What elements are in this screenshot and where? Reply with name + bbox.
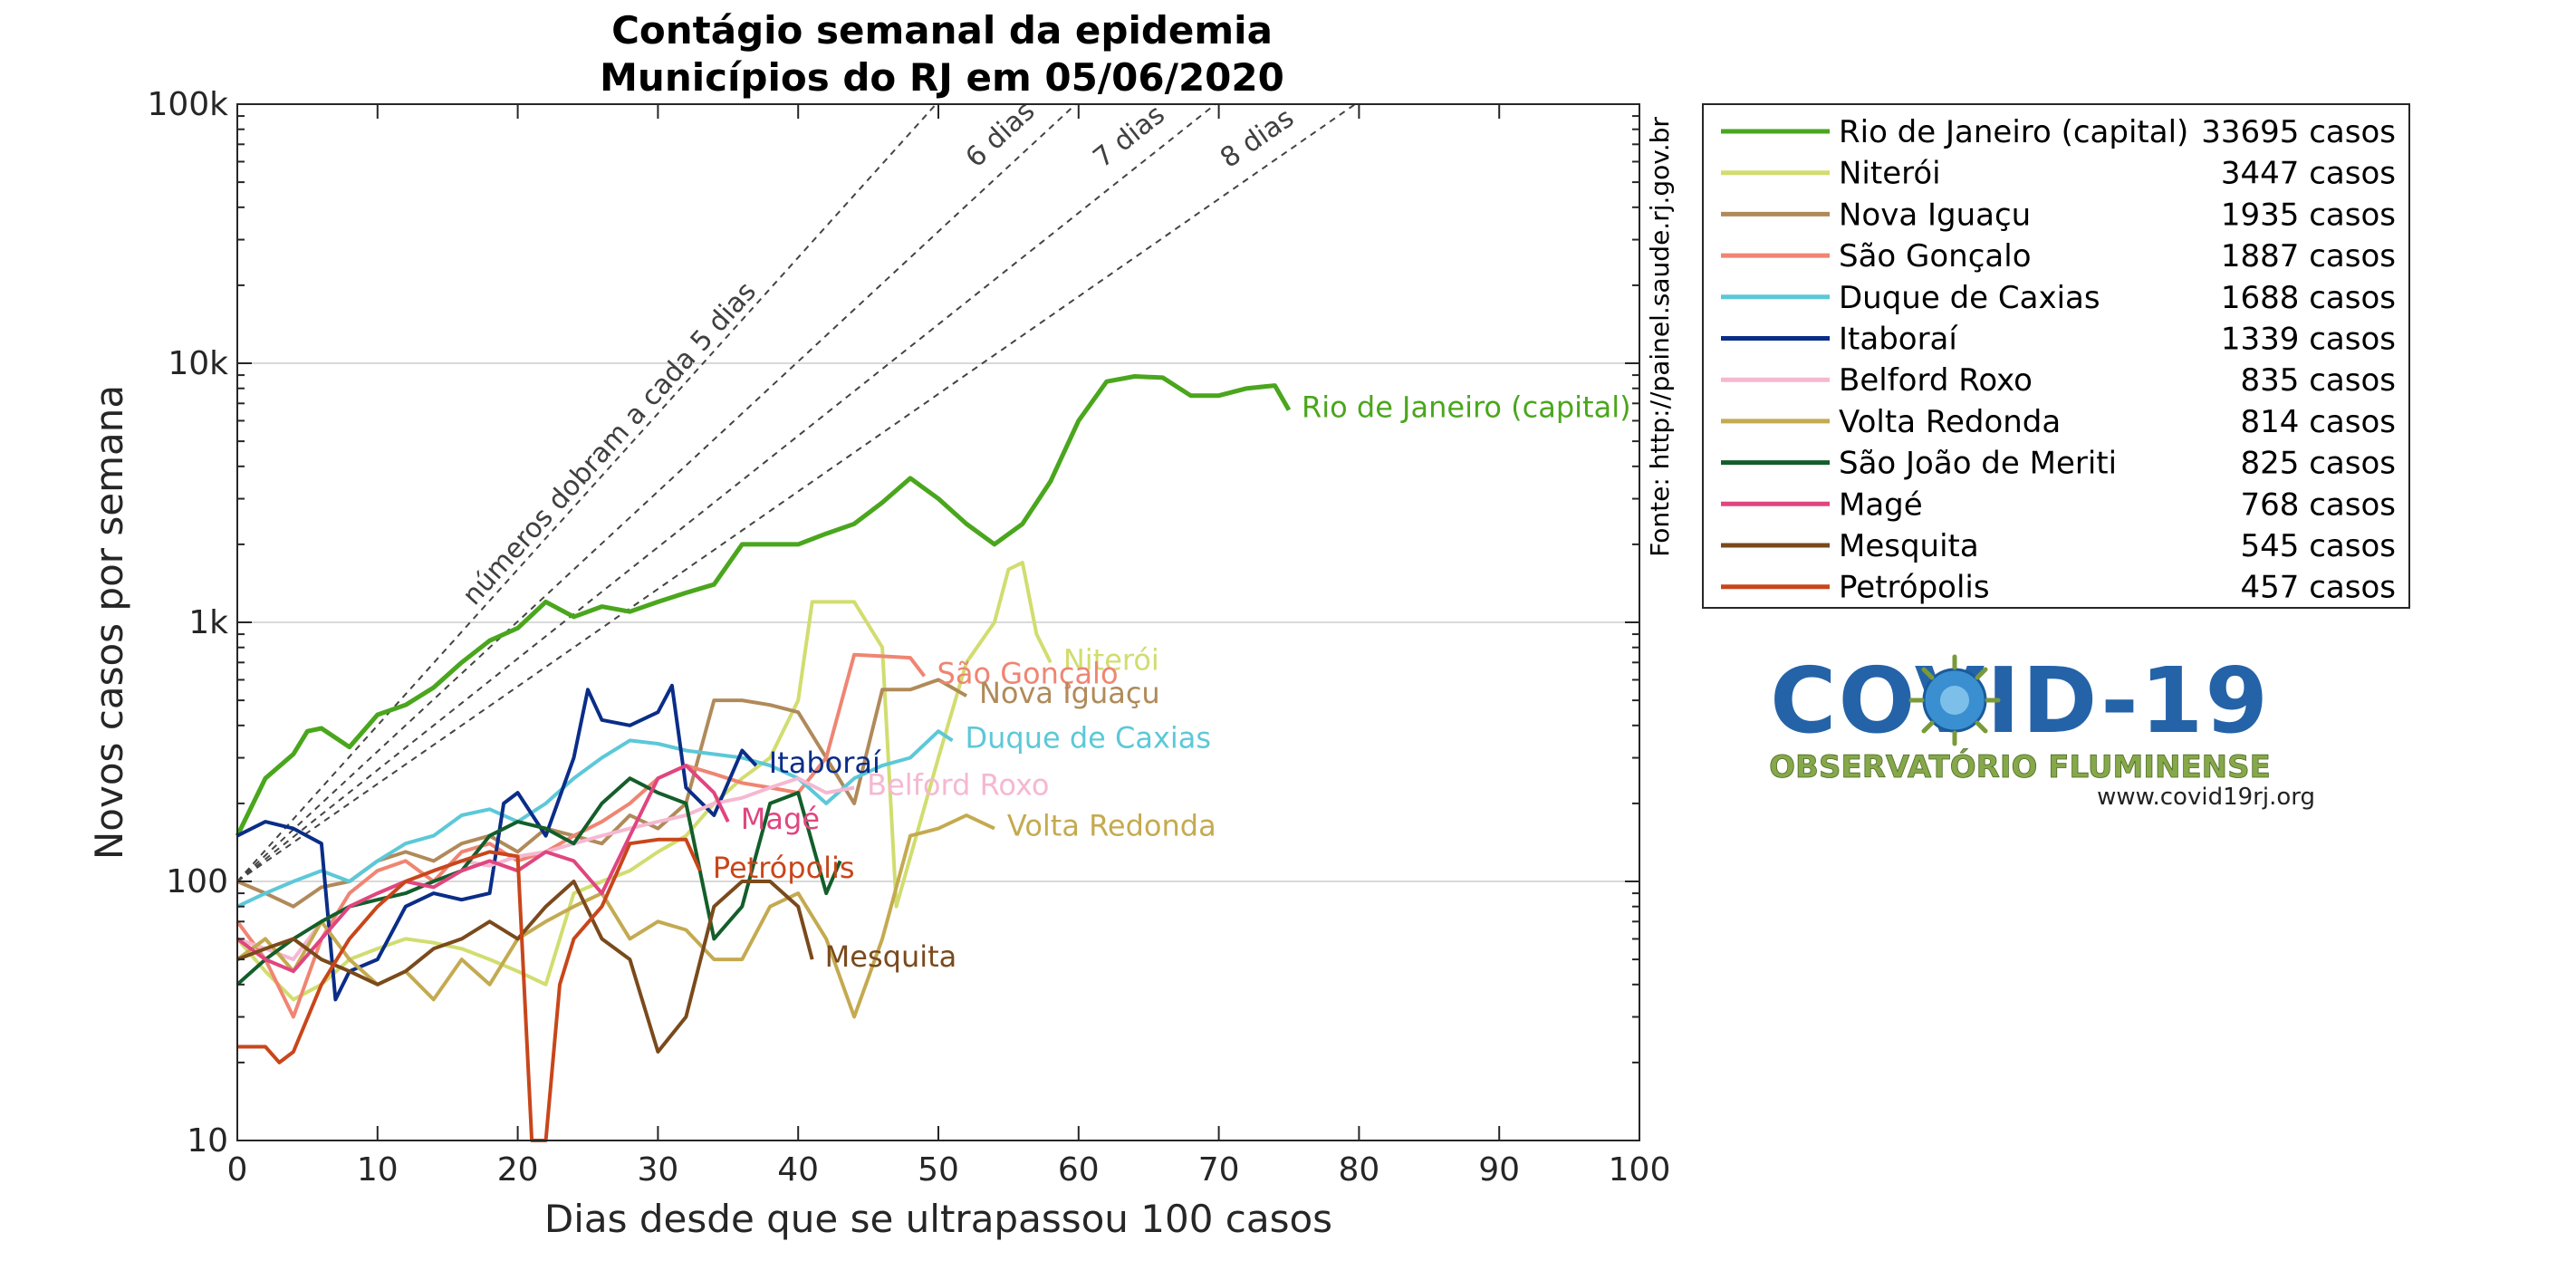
legend-name: Mesquita bbox=[1839, 528, 1979, 564]
x-tick-label: 60 bbox=[1058, 1151, 1100, 1189]
series-lines bbox=[235, 374, 1292, 1142]
legend-name: Itaboraí bbox=[1839, 322, 1958, 358]
gridlines bbox=[237, 362, 1639, 882]
legend-cases: 825 casos bbox=[2241, 446, 2396, 482]
x-tick-label: 90 bbox=[1478, 1151, 1520, 1189]
series-line-7 bbox=[235, 813, 995, 1019]
logo-title: COVID-19 bbox=[1770, 648, 2270, 754]
end-label: Duque de Caxias bbox=[965, 720, 1211, 755]
legend-cases: 457 casos bbox=[2241, 570, 2396, 606]
legend-cases: 3447 casos bbox=[2221, 156, 2396, 192]
legend-cases: 768 casos bbox=[2241, 486, 2396, 523]
end-label: Mesquita bbox=[825, 939, 957, 974]
x-tick-label: 30 bbox=[637, 1151, 678, 1189]
legend-box bbox=[1702, 103, 2410, 609]
x-tick-label: 100 bbox=[1609, 1151, 1671, 1189]
series-line-9 bbox=[235, 764, 730, 974]
series-line-0 bbox=[235, 374, 1292, 837]
legend-cases: 1688 casos bbox=[2221, 280, 2396, 316]
legend-cases: 1887 casos bbox=[2221, 238, 2396, 274]
source-note: Fonte: http://painel.saude.rj.gov.br bbox=[1645, 117, 1675, 557]
series-line-11 bbox=[237, 837, 702, 1142]
legend-cases: 1935 casos bbox=[2221, 197, 2396, 233]
logo-url: www.covid19rj.org bbox=[2097, 784, 2315, 811]
legend-name: Niterói bbox=[1839, 156, 1941, 192]
end-label: Rio de Janeiro (capital) bbox=[1302, 390, 1631, 425]
legend-cases: 1339 casos bbox=[2221, 322, 2396, 358]
series-line-8 bbox=[235, 776, 842, 986]
end-label: Volta Redonda bbox=[1007, 809, 1216, 843]
virus-icon bbox=[1908, 654, 2001, 746]
legend-cases: 33695 casos bbox=[2201, 114, 2396, 150]
doubling-guide-6-days bbox=[236, 103, 1077, 882]
legend-name: Nova Iguaçu bbox=[1839, 197, 2031, 233]
x-axis-label: Dias desde que se ultrapassou 100 casos bbox=[544, 1197, 1332, 1241]
legend-name: São João de Meriti bbox=[1839, 446, 2117, 482]
doubling-guide-8-days bbox=[236, 103, 1356, 882]
end-label: São Gonçalo bbox=[937, 656, 1119, 690]
x-tick-label: 70 bbox=[1198, 1151, 1240, 1189]
legend-name: Petrópolis bbox=[1839, 570, 1990, 606]
legend: Rio de Janeiro (capital) 33695 casos Niter… bbox=[1702, 103, 2410, 609]
legend-name: Magé bbox=[1839, 486, 1923, 523]
legend-name: São Gonçalo bbox=[1839, 238, 2032, 274]
x-tick-label: 40 bbox=[777, 1151, 819, 1189]
series-line-5 bbox=[236, 683, 758, 1002]
y-tick-label: 100 bbox=[166, 863, 228, 900]
series-line-10 bbox=[236, 880, 814, 1054]
series-line-4 bbox=[236, 729, 954, 909]
legend-name: Duque de Caxias bbox=[1839, 280, 2100, 316]
legend-cases: 545 casos bbox=[2241, 528, 2396, 564]
legend-items: Rio de Janeiro (capital) 33695 casos Niter… bbox=[1721, 114, 2396, 606]
end-label: Niterói bbox=[1063, 642, 1159, 677]
legend-name: Rio de Janeiro (capital) bbox=[1839, 114, 2188, 150]
covid19-logo: COVID-19 OBSERVATÓRIO FLUMINENSE www.cov… bbox=[1769, 648, 2315, 811]
doubling-guide-5-days bbox=[236, 103, 937, 882]
y-tick-label: 1k bbox=[188, 604, 228, 641]
end-label: Petrópolis bbox=[713, 851, 855, 885]
x-tick-label: 0 bbox=[227, 1151, 248, 1189]
logo-subtitle: OBSERVATÓRIO FLUMINENSE bbox=[1769, 748, 2271, 785]
y-axis-label: Novos casos por semana bbox=[87, 385, 131, 860]
end-label: Magé bbox=[741, 802, 820, 836]
end-label: Nova Iguaçu bbox=[979, 676, 1160, 710]
chart-title: Contágio semanal da epidemia bbox=[611, 8, 1273, 53]
legend-name: Belford Roxo bbox=[1839, 362, 2033, 399]
y-tick-label: 100k bbox=[147, 86, 228, 123]
chart-subtitle: Municípios do RJ em 05/06/2020 bbox=[600, 55, 1284, 100]
x-tick-label: 50 bbox=[918, 1151, 959, 1189]
end-label: Belford Roxo bbox=[867, 768, 1049, 803]
y-tick-label: 10k bbox=[168, 345, 228, 382]
legend-cases: 835 casos bbox=[2241, 362, 2396, 399]
legend-name: Volta Redonda bbox=[1839, 404, 2061, 440]
doubling-guide-7-days bbox=[236, 103, 1216, 882]
series-line-3 bbox=[235, 652, 927, 1019]
y-tick-label: 10 bbox=[187, 1122, 228, 1160]
legend-cases: 814 casos bbox=[2241, 404, 2396, 440]
x-tick-label: 80 bbox=[1338, 1151, 1379, 1189]
x-tick-label: 10 bbox=[357, 1151, 399, 1189]
end-label: Itaboraí bbox=[769, 746, 881, 780]
x-tick-label: 20 bbox=[497, 1151, 539, 1189]
